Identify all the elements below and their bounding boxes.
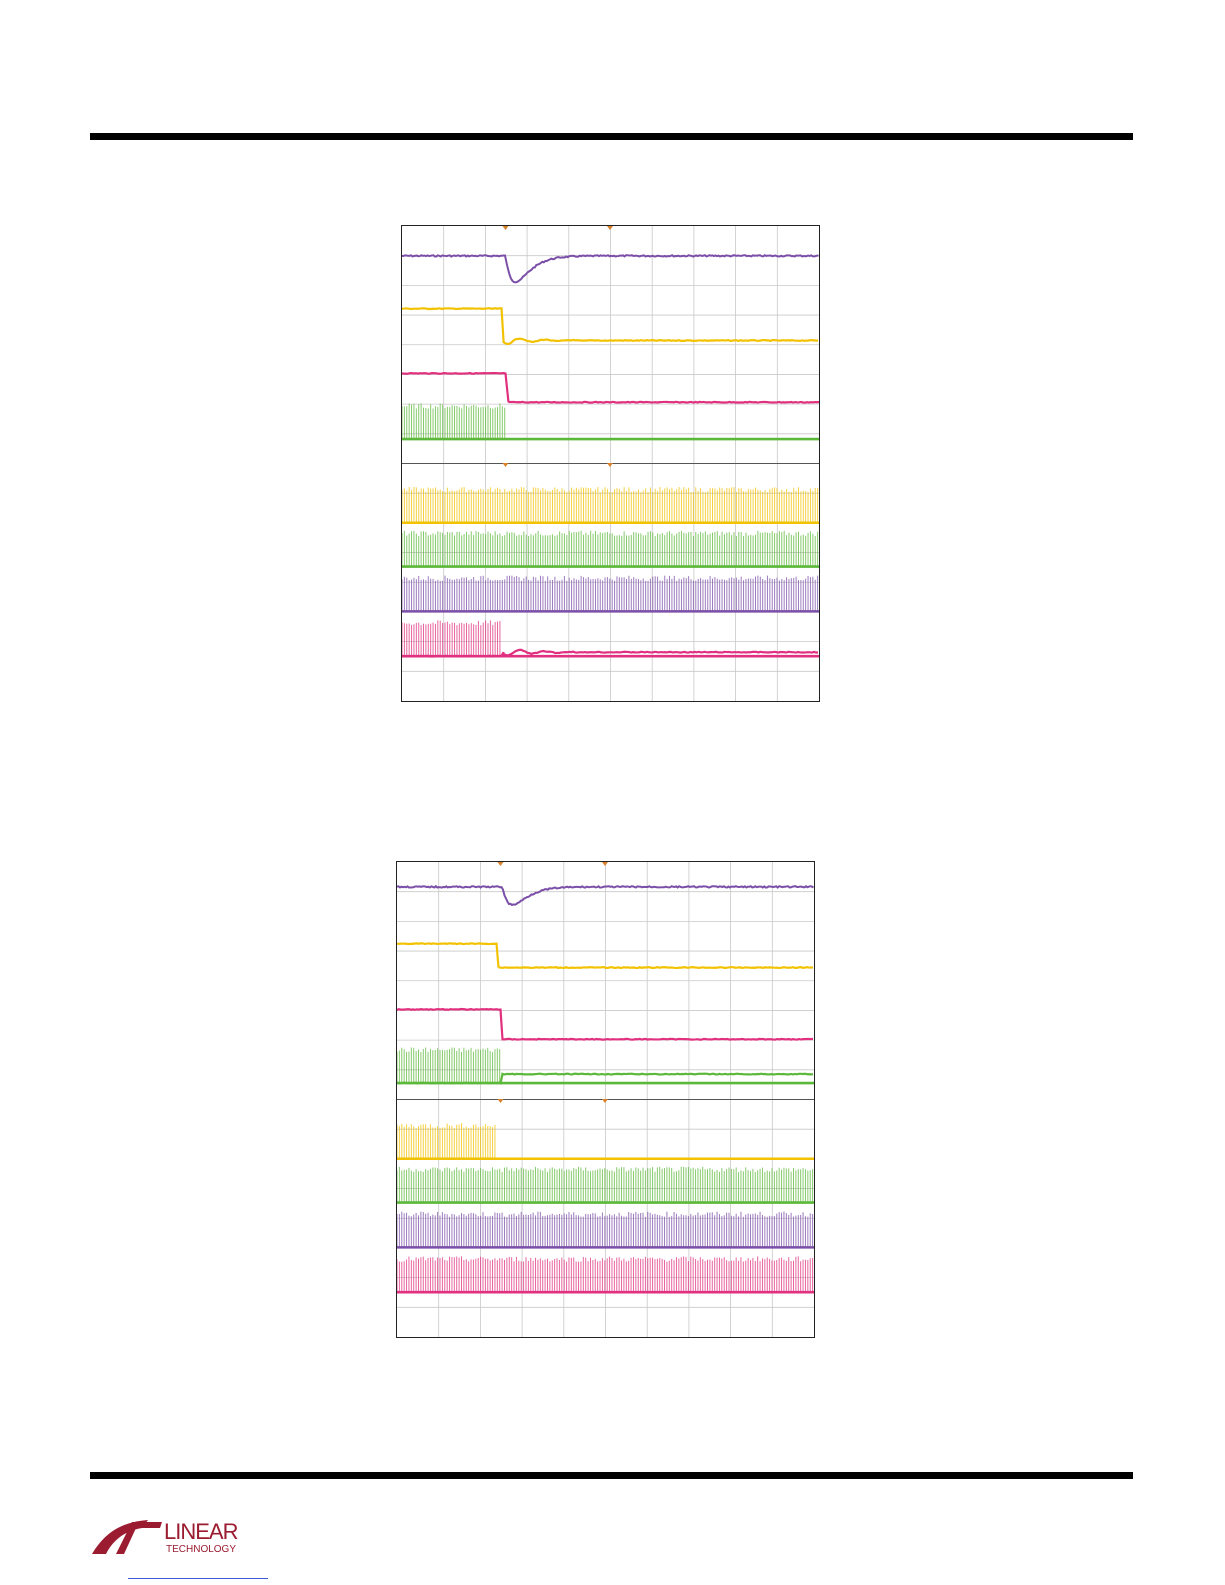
trace-green-switch-top <box>402 403 819 441</box>
trace-green-switch-pulses <box>402 530 819 567</box>
center-marker-mid <box>607 463 613 467</box>
trace-pink-after <box>402 648 819 658</box>
trace-green-switch <box>402 530 819 568</box>
trigger-marker-top <box>497 862 504 866</box>
trace-pink-switch <box>397 1256 814 1294</box>
center-marker-top <box>607 226 613 230</box>
linear-technology-logo: LINEAR TECHNOLOGY <box>90 1512 260 1558</box>
trace-pink-step <box>397 1007 814 1041</box>
trace-purple-switch <box>402 575 819 613</box>
trace-green-switch-top-pulses <box>402 403 506 440</box>
header-rule <box>90 133 1133 140</box>
oscilloscope-capture-1 <box>401 225 820 702</box>
center-marker-top <box>602 862 608 866</box>
trace-yellow-switch <box>397 1123 814 1161</box>
trace-purple-switch-pulses <box>402 575 819 612</box>
trace-yellow-switch <box>402 486 819 525</box>
trace-yellow-step <box>402 307 819 346</box>
trace-purple-vout <box>397 884 814 907</box>
trace-pink-switch-pulses <box>397 1256 814 1293</box>
trigger-marker-mid <box>502 463 509 467</box>
trace-green-switch-pulses <box>397 1166 814 1203</box>
trace-green-switch <box>397 1166 814 1204</box>
trace-yellow-step <box>397 942 814 970</box>
trace-pink-step <box>402 371 819 404</box>
footer-link-underline[interactable] <box>128 1578 268 1579</box>
trace-purple-switch <box>397 1211 814 1249</box>
trace-pink-switch-pulses <box>402 620 501 657</box>
trigger-marker-mid <box>497 1099 504 1103</box>
trace-green-after <box>397 1072 814 1085</box>
trace-green-switch-top-pulses <box>397 1047 501 1084</box>
svg-text:LINEAR: LINEAR <box>164 1519 238 1544</box>
trace-purple-switch-pulses <box>397 1211 814 1248</box>
svg-text:TECHNOLOGY: TECHNOLOGY <box>166 1544 236 1555</box>
footer-rule <box>90 1472 1133 1479</box>
oscilloscope-capture-2 <box>396 861 815 1338</box>
scope-2-plot <box>397 862 814 1337</box>
scope-1-plot <box>402 226 819 701</box>
trigger-marker-top <box>502 226 509 230</box>
center-marker-mid <box>602 1099 608 1103</box>
trace-yellow-switch-pulses <box>397 1123 496 1159</box>
trace-purple-vout <box>402 254 819 284</box>
trace-yellow-switch-pulses <box>402 486 819 523</box>
